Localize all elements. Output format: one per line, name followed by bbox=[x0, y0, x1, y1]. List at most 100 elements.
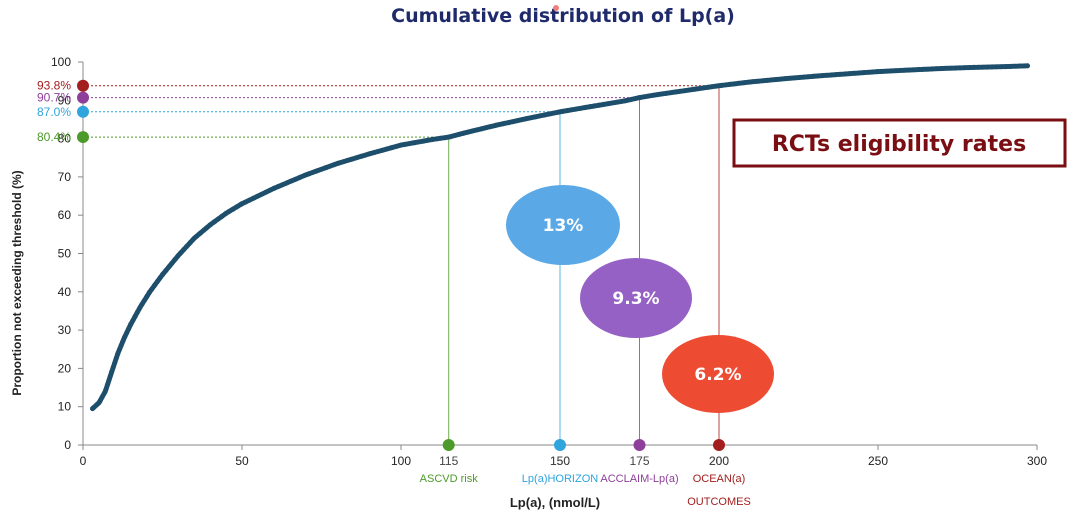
threshold-y-marker bbox=[77, 105, 89, 118]
threshold-x-label: 115 bbox=[439, 454, 458, 468]
y-axis-label: Proportion not exceeding threshold (%) bbox=[10, 170, 24, 395]
curve-point bbox=[780, 76, 785, 82]
curve-point bbox=[621, 98, 626, 104]
curve-point bbox=[90, 406, 95, 412]
y-tick-label: 0 bbox=[64, 438, 71, 452]
x-tick-label: 150 bbox=[550, 454, 570, 468]
curve-point bbox=[971, 64, 976, 70]
eligibility-bubble-label: 6.2% bbox=[694, 365, 741, 385]
curve-point bbox=[176, 253, 181, 258]
eligibility-bubble-label: 13% bbox=[543, 216, 584, 236]
curve-point bbox=[191, 235, 197, 241]
threshold-x-marker bbox=[442, 439, 455, 451]
threshold-y-label: 87.0% bbox=[37, 105, 71, 119]
y-tick-label: 70 bbox=[58, 170, 72, 184]
curve-point bbox=[121, 335, 127, 341]
y-tick-label: 90 bbox=[58, 93, 72, 107]
eligibility-bubble-label: 9.3% bbox=[612, 289, 659, 309]
curve-point bbox=[1025, 63, 1030, 69]
threshold-x-label: 175 bbox=[629, 454, 649, 468]
trial-name-label: ACCLAIM-Lp(a) bbox=[600, 473, 678, 485]
curve-point bbox=[128, 321, 134, 327]
curve-point bbox=[137, 304, 143, 310]
axes: 0 50 100 150 200 250 300 0 10 20 30 40 50 60 70 80 90 100 bbox=[51, 55, 1047, 468]
curve-point bbox=[494, 122, 499, 128]
curve-point bbox=[430, 136, 436, 142]
y-tick-label: 100 bbox=[51, 55, 71, 69]
curve-point bbox=[147, 289, 153, 295]
curve-point bbox=[748, 79, 754, 85]
x-tick-label: 250 bbox=[868, 454, 888, 468]
curve-point bbox=[525, 115, 531, 121]
curve-point bbox=[843, 71, 849, 77]
threshold-y-label: 90.7% bbox=[37, 91, 71, 105]
curve-point bbox=[109, 369, 115, 375]
threshold-y-label: 93.8% bbox=[37, 79, 71, 93]
curve-point bbox=[716, 83, 722, 89]
threshold-x-marker bbox=[554, 439, 566, 451]
eligibility-bubble bbox=[662, 335, 774, 413]
threshold-x-marker bbox=[713, 439, 725, 451]
eligibility-bubble bbox=[506, 185, 620, 265]
trial-name-label: ASCVD risk bbox=[420, 473, 479, 485]
curve-point bbox=[812, 73, 817, 79]
x-tick-label: 50 bbox=[235, 454, 249, 468]
threshold-x-marker bbox=[633, 439, 646, 451]
cursor-dot bbox=[553, 5, 559, 11]
annotation-box-text: RCTs eligibility rates bbox=[772, 132, 1026, 157]
curve-point bbox=[557, 109, 563, 115]
curve-point bbox=[939, 66, 944, 71]
threshold-markers: 80.4% 115 ASCVD risk 87.0% 150 Lp(a)HORIZON 90… bbox=[37, 79, 751, 508]
curve-point bbox=[160, 272, 165, 277]
threshold-y-marker bbox=[77, 131, 89, 144]
trial-name-label: OCEAN(a) bbox=[693, 473, 746, 485]
curve-point bbox=[207, 222, 213, 228]
curve-point bbox=[1002, 64, 1008, 69]
curve-point bbox=[637, 95, 642, 101]
cumulative-curve bbox=[90, 63, 1030, 412]
x-axis-label: Lp(a), (nmol/L) bbox=[510, 495, 600, 510]
x-tick-label: 100 bbox=[391, 454, 411, 468]
curve-point bbox=[398, 142, 404, 148]
y-tick-label: 80 bbox=[58, 132, 72, 146]
chart-title: Cumulative distribution of Lp(a) bbox=[391, 5, 735, 27]
curve-point bbox=[335, 161, 340, 166]
curve-point bbox=[102, 388, 108, 394]
curve-point bbox=[589, 104, 595, 109]
threshold-x-label: 150 bbox=[550, 454, 570, 468]
curve-point bbox=[303, 172, 308, 178]
y-tick-label: 10 bbox=[58, 400, 72, 414]
x-tick-label: 300 bbox=[1027, 454, 1047, 468]
threshold-guides bbox=[83, 85, 720, 445]
eligibility-bubbles: 13% 9.3% 6.2% bbox=[506, 185, 774, 413]
x-tick-label: 200 bbox=[709, 454, 729, 468]
y-tick-label: 50 bbox=[58, 247, 72, 261]
curve-point bbox=[96, 400, 102, 406]
curve-point bbox=[223, 210, 229, 216]
x-tick-label: 0 bbox=[80, 454, 87, 468]
curve-point bbox=[239, 201, 245, 207]
y-tick-label: 30 bbox=[58, 323, 72, 337]
y-tick-label: 20 bbox=[58, 361, 72, 375]
threshold-y-marker bbox=[77, 79, 89, 92]
threshold-x-label: 200 bbox=[709, 454, 729, 468]
y-tick-label: 40 bbox=[58, 285, 72, 299]
trial-name-label-2: OUTCOMES bbox=[687, 496, 751, 508]
curve-point bbox=[653, 92, 658, 98]
curve-point bbox=[684, 87, 690, 93]
curve-point bbox=[271, 185, 277, 191]
curve-point bbox=[115, 350, 121, 356]
curve-point bbox=[462, 130, 467, 136]
threshold-y-marker bbox=[77, 91, 89, 104]
curve-point bbox=[875, 69, 881, 74]
curve-line bbox=[90, 63, 1030, 412]
y-tick-label: 60 bbox=[58, 208, 72, 222]
threshold-y-label: 80.4% bbox=[37, 130, 71, 144]
annotation-box: RCTs eligibility rates bbox=[732, 118, 1067, 168]
curve-point bbox=[446, 134, 452, 140]
curve-point bbox=[366, 151, 372, 157]
eligibility-bubble bbox=[580, 258, 692, 338]
curve-point bbox=[907, 67, 913, 73]
trial-name-label: Lp(a)HORIZON bbox=[522, 473, 598, 485]
